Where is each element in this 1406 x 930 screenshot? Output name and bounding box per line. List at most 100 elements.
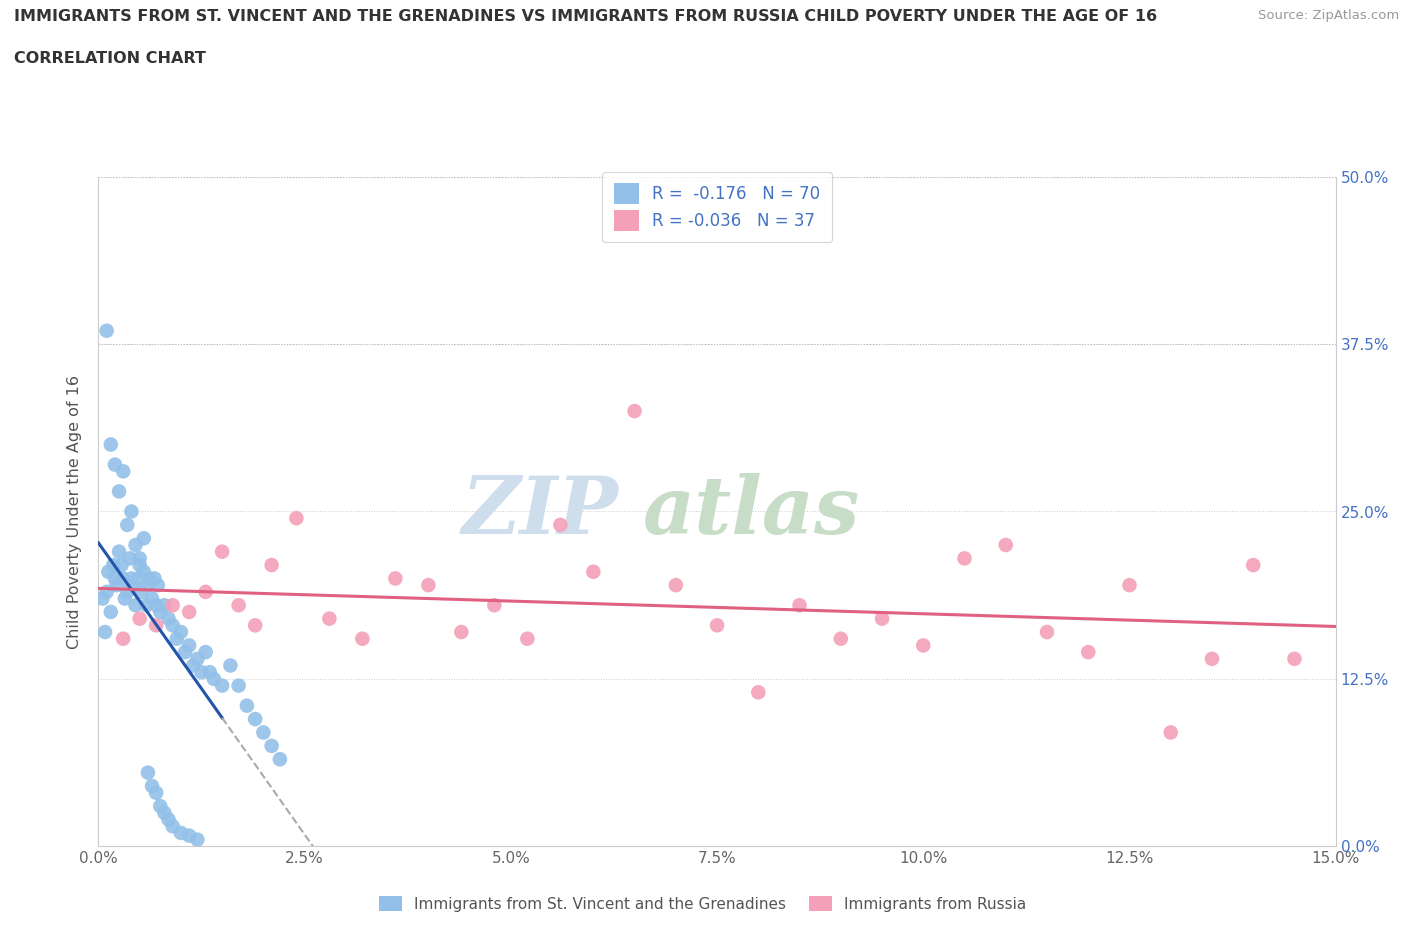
Point <box>1201 651 1223 666</box>
Point <box>179 638 201 653</box>
Point <box>112 631 135 646</box>
Point <box>953 551 976 565</box>
Point <box>211 678 233 693</box>
Point <box>104 571 127 586</box>
Point <box>170 625 193 640</box>
Point <box>260 558 283 573</box>
Point <box>550 517 572 532</box>
Point <box>219 658 242 673</box>
Point <box>132 565 155 579</box>
Point <box>186 832 208 847</box>
Point <box>153 598 176 613</box>
Point <box>162 618 184 632</box>
Point <box>136 578 159 592</box>
Point <box>104 458 127 472</box>
Point <box>128 558 150 573</box>
Point <box>131 584 153 599</box>
Point <box>269 751 291 766</box>
Point <box>1284 651 1306 666</box>
Point <box>789 598 811 613</box>
Point <box>91 591 114 606</box>
Point <box>582 565 605 579</box>
Point <box>1241 558 1264 573</box>
Point <box>135 598 157 613</box>
Point <box>484 598 506 613</box>
Point <box>117 517 139 532</box>
Point <box>516 631 538 646</box>
Point <box>141 591 163 606</box>
Point <box>124 598 146 613</box>
Point <box>141 778 163 793</box>
Point <box>384 571 406 586</box>
Point <box>1036 625 1059 640</box>
Point <box>228 598 250 613</box>
Point <box>97 565 120 579</box>
Point <box>100 604 122 619</box>
Point <box>170 826 193 841</box>
Point <box>128 611 150 626</box>
Point <box>1160 725 1182 740</box>
Point <box>285 511 308 525</box>
Point <box>145 598 167 613</box>
Point <box>157 812 180 827</box>
Text: CORRELATION CHART: CORRELATION CHART <box>14 51 205 66</box>
Point <box>127 571 149 586</box>
Point <box>145 618 167 632</box>
Text: Source: ZipAtlas.com: Source: ZipAtlas.com <box>1258 9 1399 22</box>
Point <box>122 578 145 592</box>
Point <box>318 611 340 626</box>
Point <box>252 725 274 740</box>
Point <box>174 644 197 659</box>
Point <box>747 684 769 699</box>
Text: ZIP: ZIP <box>461 472 619 551</box>
Point <box>870 611 893 626</box>
Point <box>418 578 440 592</box>
Point <box>114 591 136 606</box>
Point <box>243 711 266 726</box>
Point <box>145 785 167 800</box>
Point <box>1118 578 1140 592</box>
Point <box>190 665 212 680</box>
Point <box>260 738 283 753</box>
Point <box>124 538 146 552</box>
Point <box>162 818 184 833</box>
Legend: R =  -0.176   N = 70, R = -0.036   N = 37: R = -0.176 N = 70, R = -0.036 N = 37 <box>602 172 832 243</box>
Point <box>157 611 180 626</box>
Y-axis label: Child Poverty Under the Age of 16: Child Poverty Under the Age of 16 <box>67 375 83 648</box>
Point <box>136 765 159 780</box>
Point <box>186 651 208 666</box>
Point <box>1077 644 1099 659</box>
Point <box>912 638 935 653</box>
Point <box>194 644 217 659</box>
Legend: Immigrants from St. Vincent and the Grenadines, Immigrants from Russia: Immigrants from St. Vincent and the Gren… <box>373 889 1033 918</box>
Text: IMMIGRANTS FROM ST. VINCENT AND THE GRENADINES VS IMMIGRANTS FROM RUSSIA CHILD P: IMMIGRANTS FROM ST. VINCENT AND THE GREN… <box>14 9 1157 24</box>
Point <box>110 558 132 573</box>
Point <box>149 799 172 814</box>
Point <box>103 558 125 573</box>
Point <box>112 464 135 479</box>
Point <box>128 551 150 565</box>
Point <box>120 504 142 519</box>
Point <box>118 551 141 565</box>
Point <box>108 484 131 498</box>
Point <box>96 324 118 339</box>
Point <box>132 531 155 546</box>
Point <box>179 828 201 843</box>
Point <box>243 618 266 632</box>
Point <box>100 437 122 452</box>
Point <box>830 631 852 646</box>
Point <box>706 618 728 632</box>
Point <box>194 584 217 599</box>
Point <box>352 631 374 646</box>
Point <box>236 698 259 713</box>
Point <box>994 538 1017 552</box>
Point <box>450 625 472 640</box>
Point <box>179 604 201 619</box>
Text: atlas: atlas <box>643 472 860 551</box>
Point <box>166 631 188 646</box>
Point <box>138 571 160 586</box>
Point <box>202 671 225 686</box>
Point <box>181 658 204 673</box>
Point <box>198 665 221 680</box>
Point <box>665 578 688 592</box>
